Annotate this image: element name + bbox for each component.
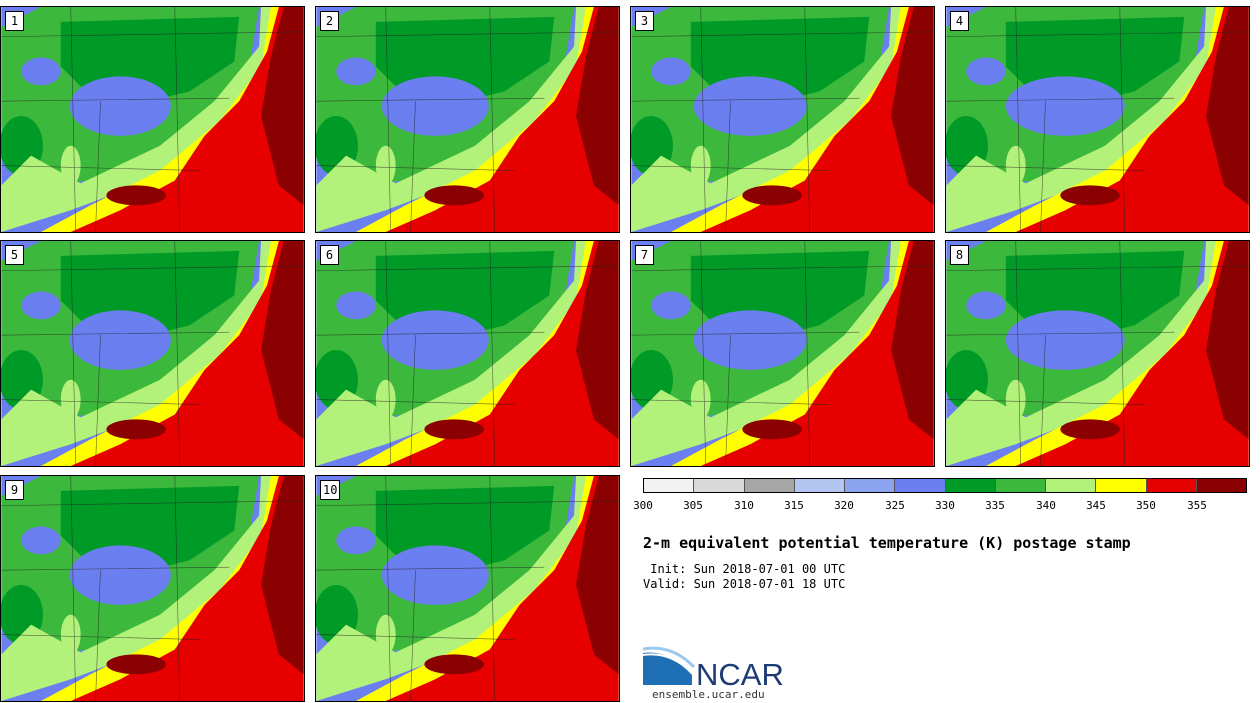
colorbar-cell xyxy=(1146,479,1197,492)
member-panel-8: 8 xyxy=(945,240,1250,467)
member-label: 6 xyxy=(320,245,339,265)
member-panel-1: 1 xyxy=(0,6,305,233)
map-plot xyxy=(631,7,934,232)
colorbar-tick: 315 xyxy=(784,499,804,512)
map-plot xyxy=(1,476,304,701)
map-plot xyxy=(316,7,619,232)
colorbar-tick: 345 xyxy=(1086,499,1106,512)
colorbar-cell xyxy=(995,479,1046,492)
member-label: 7 xyxy=(635,245,654,265)
colorbar xyxy=(643,478,1247,493)
member-label: 5 xyxy=(5,245,24,265)
map-plot xyxy=(946,7,1249,232)
colorbar-cell xyxy=(644,479,695,492)
member-panel-7: 7 xyxy=(630,240,935,467)
colorbar-tick: 320 xyxy=(834,499,854,512)
map-plot xyxy=(316,241,619,466)
member-label: 8 xyxy=(950,245,969,265)
colorbar-cell xyxy=(1096,479,1147,492)
member-label: 9 xyxy=(5,480,24,500)
colorbar-cell xyxy=(1196,479,1246,492)
map-plot xyxy=(1,7,304,232)
colorbar-tick: 340 xyxy=(1036,499,1056,512)
colorbar-cell xyxy=(895,479,946,492)
member-label: 10 xyxy=(320,480,341,500)
member-panel-2: 2 xyxy=(315,6,620,233)
member-label: 1 xyxy=(5,11,24,31)
colorbar-tick: 350 xyxy=(1136,499,1156,512)
colorbar-cell xyxy=(845,479,896,492)
colorbar-tick: 325 xyxy=(885,499,905,512)
colorbar-tick: 310 xyxy=(734,499,754,512)
colorbar-tick: 330 xyxy=(935,499,955,512)
colorbar-tick: 300 xyxy=(633,499,653,512)
member-label: 4 xyxy=(950,11,969,31)
colorbar-cell xyxy=(794,479,845,492)
colorbar-cell xyxy=(945,479,996,492)
map-plot xyxy=(1,241,304,466)
map-plot xyxy=(316,476,619,701)
plot-title: 2-m equivalent potential temperature (K)… xyxy=(643,534,1131,552)
colorbar-tick: 305 xyxy=(683,499,703,512)
map-plot xyxy=(631,241,934,466)
logo-text: NCAR xyxy=(696,657,784,690)
member-panel-6: 6 xyxy=(315,240,620,467)
colorbar-cell xyxy=(694,479,745,492)
colorbar-tick: 335 xyxy=(985,499,1005,512)
colorbar-tick: 355 xyxy=(1187,499,1207,512)
member-label: 2 xyxy=(320,11,339,31)
colorbar-cell xyxy=(1046,479,1097,492)
member-panel-4: 4 xyxy=(945,6,1250,233)
website-text: ensemble.ucar.edu xyxy=(652,688,765,701)
valid-time: Valid: Sun 2018-07-01 18 UTC xyxy=(643,577,846,591)
colorbar-cell xyxy=(744,479,795,492)
member-panel-3: 3 xyxy=(630,6,935,233)
ncar-logo: NCAR xyxy=(642,646,784,690)
member-label: 3 xyxy=(635,11,654,31)
member-panel-9: 9 xyxy=(0,475,305,702)
map-plot xyxy=(946,241,1249,466)
member-panel-10: 10 xyxy=(315,475,620,702)
member-panel-5: 5 xyxy=(0,240,305,467)
init-time: Init: Sun 2018-07-01 00 UTC xyxy=(643,562,846,576)
